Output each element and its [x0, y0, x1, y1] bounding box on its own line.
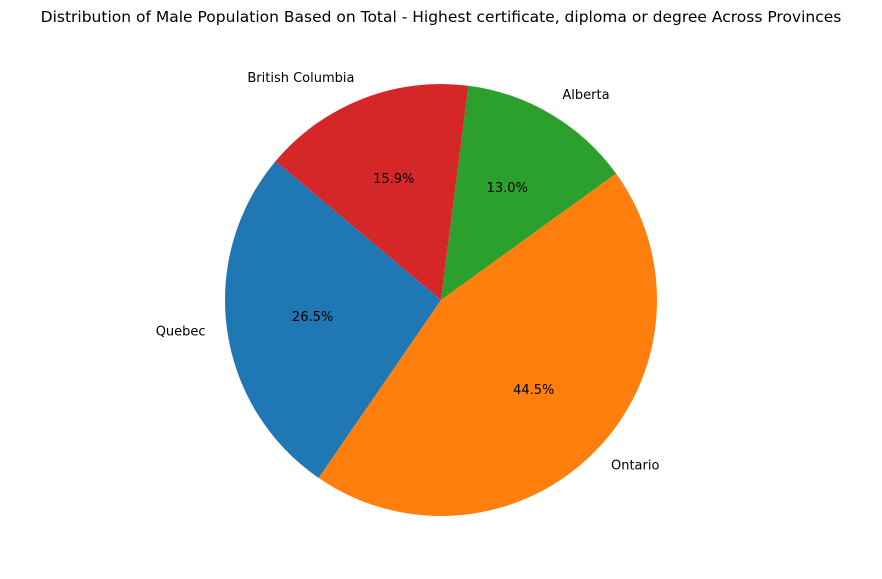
slice-label-british-columbia: British Columbia [247, 71, 354, 86]
slice-percent-ontario: 44.5% [513, 383, 554, 398]
pie-slice-quebec [224, 161, 441, 478]
slice-percent-alberta: 13.0% [487, 181, 528, 196]
pie-slice-ontario [318, 173, 658, 517]
slice-label-ontario: Ontario [611, 459, 659, 474]
pie-slice-alberta [441, 85, 617, 300]
chart-title: Distribution of Male Population Based on… [41, 8, 842, 26]
pie-slice-british-columbia [275, 83, 469, 300]
slice-percent-quebec: 26.5% [292, 310, 333, 325]
pie-slices [224, 83, 658, 517]
slice-percent-british-columbia: 15.9% [373, 172, 414, 187]
pie-labels: Quebec 26.5% Ontario 44.5% Alberta 13.0% Briti… [156, 71, 660, 473]
slice-label-quebec: Quebec [156, 325, 206, 340]
slice-label-alberta: Alberta [562, 88, 609, 103]
